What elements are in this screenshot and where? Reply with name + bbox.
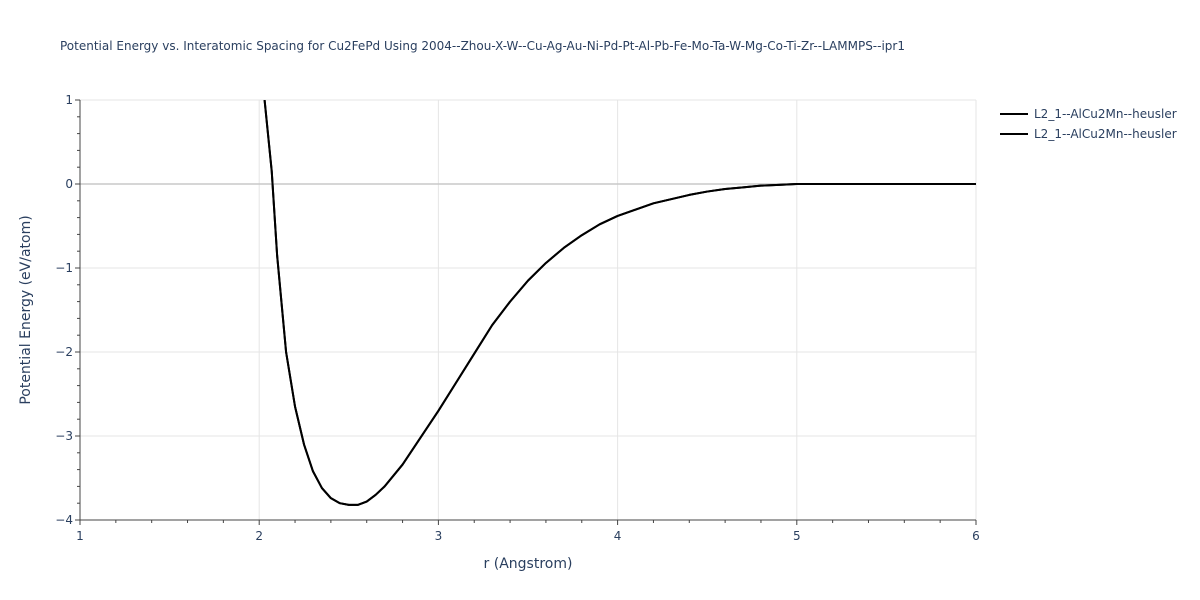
series-line-1 xyxy=(263,100,976,506)
series-layer xyxy=(263,100,976,506)
x-tick-label: 6 xyxy=(972,529,980,543)
x-tick-label: 2 xyxy=(255,529,263,543)
legend-item-1[interactable]: L2_1--AlCu2Mn--heusler xyxy=(1000,107,1177,121)
legend[interactable]: L2_1--AlCu2Mn--heusler L2_1--AlCu2Mn--heu… xyxy=(1000,107,1177,141)
y-tick-label: 0 xyxy=(65,177,73,191)
x-tick-label: 3 xyxy=(435,529,443,543)
x-axis-title: r (Angstrom) xyxy=(484,556,573,572)
legend-label: L2_1--AlCu2Mn--heusler xyxy=(1034,107,1177,121)
grid xyxy=(80,99,977,520)
y-axis-title: Potential Energy (eV/atom) xyxy=(18,215,34,404)
y-tick-label: −2 xyxy=(55,345,73,359)
series-line-2 xyxy=(263,100,976,506)
y-tick-label: −4 xyxy=(55,513,73,527)
chart-title: Potential Energy vs. Interatomic Spacing… xyxy=(60,39,905,53)
axes: 1 2 3 4 5 6 1 0 −1 −2 −3 −4 xyxy=(55,93,980,543)
x-tick-label: 5 xyxy=(793,529,801,543)
legend-item-2[interactable]: L2_1--AlCu2Mn--heusler xyxy=(1000,127,1177,141)
y-tick-label: 1 xyxy=(65,93,73,107)
x-tick-label: 4 xyxy=(614,529,622,543)
legend-label: L2_1--AlCu2Mn--heusler xyxy=(1034,127,1177,141)
y-tick-label: −1 xyxy=(55,261,73,275)
y-tick-label: −3 xyxy=(55,429,73,443)
x-tick-label: 1 xyxy=(76,529,84,543)
